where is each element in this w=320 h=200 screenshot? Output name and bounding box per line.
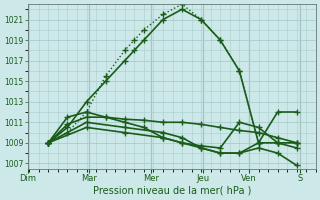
X-axis label: Pression niveau de la mer( hPa ): Pression niveau de la mer( hPa )	[92, 186, 251, 196]
